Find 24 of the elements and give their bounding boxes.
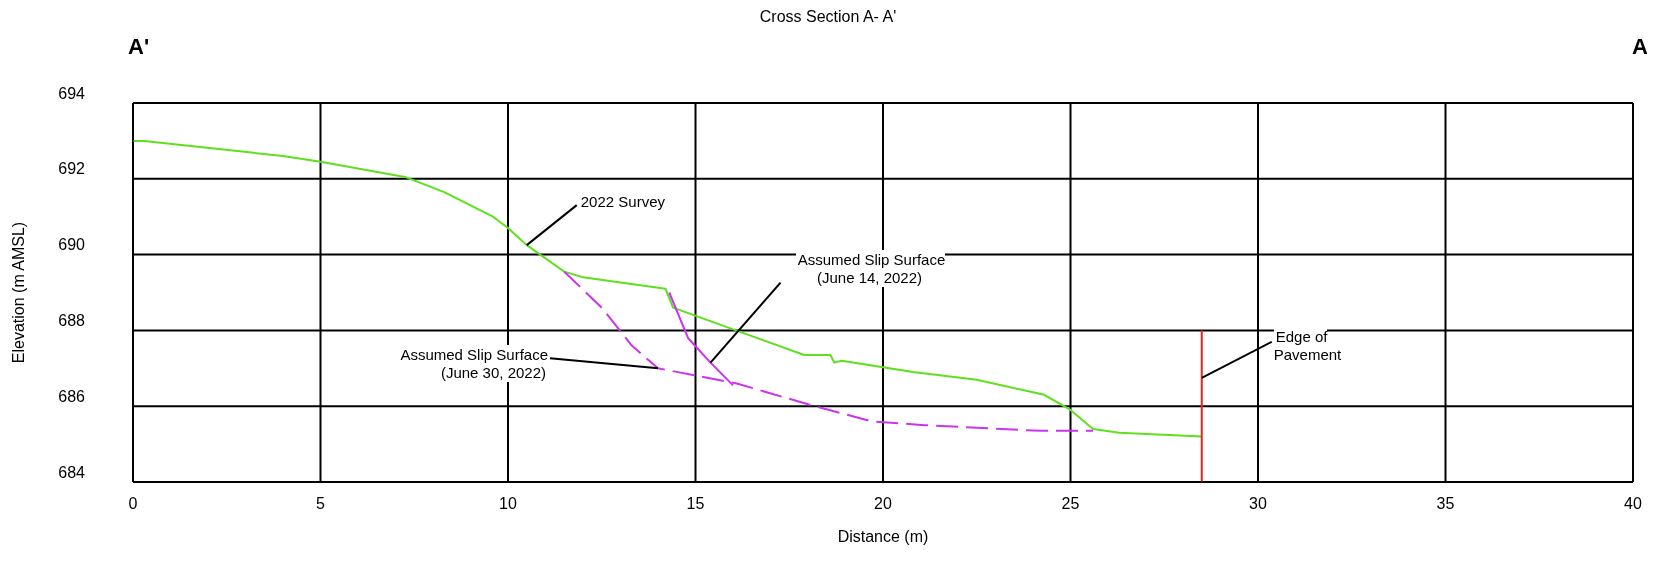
- x-tick-label: 5: [316, 495, 326, 513]
- y-tick-label: 684: [58, 463, 86, 481]
- x-tick-label: 10: [499, 495, 517, 513]
- section-end-label: A: [1632, 34, 1648, 60]
- y-tick-label: 686: [58, 387, 86, 405]
- chart-title: Cross Section A- A': [758, 8, 898, 26]
- annotation: Edge of Pavement: [1273, 326, 1344, 364]
- x-tick-label: 0: [128, 495, 138, 513]
- y-tick-label: 690: [58, 236, 86, 254]
- x-tick-label: 20: [874, 495, 892, 513]
- x-tick-label: 15: [686, 495, 705, 513]
- y-tick-label: 692: [58, 160, 86, 178]
- y-axis-title: Elevation (m AMSL): [9, 221, 27, 364]
- x-tick-label: 35: [1436, 495, 1455, 513]
- y-tick-label: 688: [58, 312, 86, 330]
- y-tick-label: 694: [58, 84, 86, 102]
- x-tick-label: 40: [1624, 495, 1642, 513]
- x-tick-label: 30: [1249, 495, 1267, 513]
- annotation: Assumed Slip Surface (June 30, 2022): [398, 345, 548, 383]
- annotation: 2022 Survey: [578, 192, 667, 212]
- section-end-label: A': [128, 34, 150, 60]
- annotation: Assumed Slip Surface (June 14, 2022): [795, 249, 946, 287]
- x-tick-label: 25: [1061, 495, 1080, 513]
- x-axis-title: Distance (m): [837, 528, 929, 545]
